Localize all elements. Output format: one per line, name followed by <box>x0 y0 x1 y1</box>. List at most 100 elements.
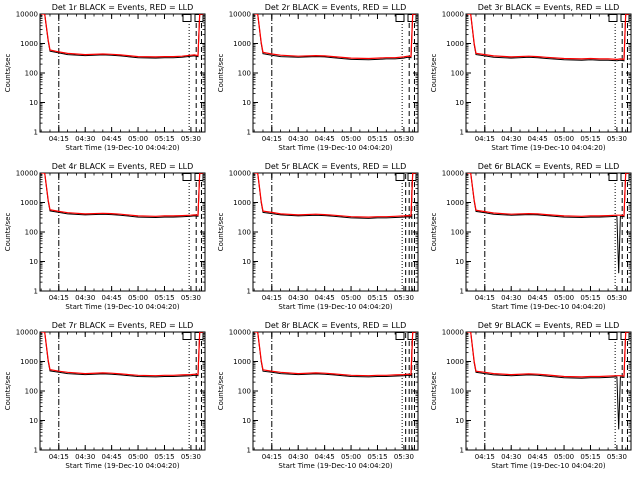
panel-det-5: Det 5r BLACK = Events, RED = LLD Counts/s… <box>217 162 419 311</box>
y-tick-label: 100 <box>451 229 464 237</box>
x-axis-label: Start Time (19-Dec-10 04:04:20) <box>278 144 392 152</box>
x-tick-label: 04:45 <box>315 294 335 302</box>
series-line-lld <box>467 14 630 61</box>
series-line-lld <box>254 332 417 377</box>
y-axis-label: Counts/sec <box>430 213 438 252</box>
series-line-lld <box>41 332 204 377</box>
y-tick-label: 10000 <box>442 329 464 337</box>
x-axis-label: Start Time (19-Dec-10 04:04:20) <box>278 462 392 470</box>
y-tick-label: 10000 <box>442 170 464 178</box>
x-tick-label: 04:45 <box>102 294 122 302</box>
x-tick-label: 05:15 <box>580 453 600 461</box>
y-tick-label: 10 <box>242 258 251 266</box>
series-line-events <box>41 14 204 59</box>
y-axis-label: Counts/sec <box>217 213 225 252</box>
y-tick-label: 10000 <box>16 170 38 178</box>
series-line-lld <box>467 173 630 217</box>
y-tick-label: 1000 <box>233 199 251 207</box>
x-tick-label: 05:15 <box>154 294 174 302</box>
y-tick-label: 100 <box>451 70 464 78</box>
x-tick-label: 05:30 <box>607 294 627 302</box>
x-tick-label: 04:45 <box>528 294 548 302</box>
series-line-lld <box>254 14 417 60</box>
x-tick-label: 05:15 <box>580 294 600 302</box>
y-tick-label: 10 <box>455 417 464 425</box>
legend-box <box>182 173 192 181</box>
panel-det-7: Det 7r BLACK = Events, RED = LLD Counts/s… <box>4 321 206 470</box>
x-tick-label: 05:15 <box>154 135 174 143</box>
plot-frame <box>465 172 632 292</box>
series-line-lld <box>41 173 204 217</box>
y-tick-label: 1 <box>460 288 464 296</box>
y-tick-label: 1 <box>460 447 464 455</box>
x-tick-label: 05:30 <box>394 135 414 143</box>
x-tick-label: 05:30 <box>394 453 414 461</box>
y-axis-label: Counts/sec <box>217 54 225 93</box>
panel-title: Det 2r BLACK = Events, RED = LLD <box>265 3 407 12</box>
x-tick-label: 04:30 <box>75 135 95 143</box>
plot-frame <box>39 172 206 292</box>
y-tick-label: 10 <box>455 99 464 107</box>
y-tick-label: 10 <box>242 99 251 107</box>
series-line-lld <box>41 14 204 58</box>
panel-title: Det 5r BLACK = Events, RED = LLD <box>265 162 407 171</box>
y-tick-label: 1 <box>460 129 464 137</box>
legend-box <box>182 14 192 22</box>
legend-box <box>395 14 405 22</box>
y-tick-label: 10000 <box>229 170 251 178</box>
x-tick-label: 04:30 <box>501 294 521 302</box>
panel-det-2: Det 2r BLACK = Events, RED = LLD Counts/s… <box>217 3 419 152</box>
y-tick-label: 100 <box>451 388 464 396</box>
panel-title: Det 1r BLACK = Events, RED = LLD <box>52 3 194 12</box>
legend-box <box>608 173 618 181</box>
x-tick-label: 04:15 <box>475 294 495 302</box>
y-tick-label: 100 <box>238 229 251 237</box>
x-tick-label: 05:00 <box>341 453 361 461</box>
panel-det-4: Det 4r BLACK = Events, RED = LLD Counts/s… <box>4 162 206 311</box>
y-tick-label: 100 <box>238 70 251 78</box>
panel-title: Det 3r BLACK = Events, RED = LLD <box>478 3 620 12</box>
y-tick-label: 1000 <box>233 358 251 366</box>
y-tick-label: 10000 <box>442 11 464 19</box>
plot-frame <box>39 13 206 133</box>
x-tick-label: 04:15 <box>475 135 495 143</box>
y-tick-label: 100 <box>25 70 38 78</box>
y-axis-label: Counts/sec <box>4 54 12 93</box>
x-tick-label: 05:00 <box>128 453 148 461</box>
x-tick-label: 05:30 <box>181 453 201 461</box>
x-tick-label: 05:30 <box>607 135 627 143</box>
series-line-lld <box>254 173 417 218</box>
panel-title: Det 6r BLACK = Events, RED = LLD <box>478 162 620 171</box>
legend-box <box>395 332 405 340</box>
x-tick-label: 05:00 <box>341 294 361 302</box>
series-line-events <box>467 332 630 430</box>
x-tick-label: 05:30 <box>181 135 201 143</box>
series-line-events <box>41 173 204 219</box>
y-tick-label: 10000 <box>16 329 38 337</box>
panel-det-3: Det 3r BLACK = Events, RED = LLD Counts/s… <box>430 3 632 152</box>
y-tick-label: 1 <box>34 447 38 455</box>
series-line-events <box>41 332 204 378</box>
series-line-events <box>467 14 630 62</box>
y-tick-label: 1000 <box>446 199 464 207</box>
y-axis-label: Counts/sec <box>4 213 12 252</box>
panel-title: Det 4r BLACK = Events, RED = LLD <box>52 162 194 171</box>
x-tick-label: 04:45 <box>315 453 335 461</box>
series-line-events <box>254 332 417 378</box>
x-tick-label: 04:15 <box>49 135 69 143</box>
plot-frame <box>252 172 419 292</box>
x-tick-label: 04:30 <box>288 294 308 302</box>
legend-box <box>608 14 618 22</box>
y-tick-label: 1000 <box>20 40 38 48</box>
series-line-events <box>254 14 417 61</box>
x-axis-label: Start Time (19-Dec-10 04:04:20) <box>278 303 392 311</box>
legend-box <box>395 173 405 181</box>
x-tick-label: 05:00 <box>341 135 361 143</box>
series-line-events <box>467 173 630 274</box>
x-tick-label: 05:00 <box>554 294 574 302</box>
x-tick-label: 05:00 <box>554 453 574 461</box>
x-tick-label: 04:15 <box>262 294 282 302</box>
x-tick-label: 04:15 <box>262 135 282 143</box>
y-tick-label: 1000 <box>446 358 464 366</box>
y-tick-label: 100 <box>238 388 251 396</box>
